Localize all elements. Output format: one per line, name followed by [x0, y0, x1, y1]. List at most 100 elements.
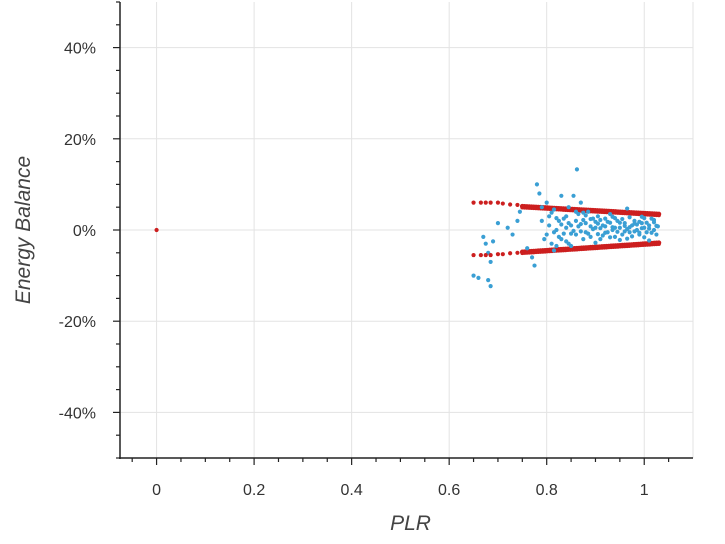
- measured-point: [617, 220, 622, 225]
- bound-point: [488, 200, 493, 205]
- measured-point: [547, 223, 552, 228]
- measured-point: [612, 225, 618, 230]
- measured-point: [637, 219, 642, 224]
- measured-point: [488, 259, 493, 265]
- measured-point: [644, 220, 649, 225]
- measured-point: [486, 278, 491, 283]
- measured-point: [583, 213, 588, 218]
- measured-point: [583, 230, 588, 235]
- measured-point: [654, 232, 659, 237]
- measured-point: [476, 275, 481, 280]
- bound-point: [471, 252, 476, 258]
- measured-point: [644, 230, 649, 235]
- x-tick-label: 0.8: [536, 482, 558, 499]
- measured-point: [542, 237, 547, 242]
- measured-point: [564, 214, 569, 219]
- measured-point: [607, 235, 613, 240]
- measured-point: [622, 223, 627, 228]
- measured-point: [581, 237, 586, 242]
- measured-point: [573, 232, 579, 237]
- measured-point: [561, 231, 566, 236]
- measured-point: [603, 230, 608, 235]
- bound-point: [483, 200, 488, 205]
- measured-point: [625, 206, 630, 211]
- grid: [120, 2, 694, 458]
- measured-point: [588, 216, 593, 222]
- measured-point: [495, 221, 501, 226]
- measured-point: [564, 225, 569, 230]
- measured-point: [525, 246, 530, 251]
- measured-point: [593, 219, 598, 224]
- measured-point: [537, 191, 542, 196]
- measured-point: [632, 229, 637, 234]
- measured-point: [551, 207, 557, 212]
- measured-point: [620, 216, 625, 222]
- measured-point: [539, 205, 544, 210]
- measured-point: [549, 210, 554, 215]
- measured-point: [578, 200, 583, 205]
- measured-point: [556, 218, 561, 223]
- measured-point: [651, 217, 657, 223]
- measured-point: [622, 229, 627, 234]
- measured-point: [481, 234, 486, 239]
- bound-point: [488, 252, 493, 258]
- measured-point: [571, 193, 576, 198]
- measured-point: [647, 226, 652, 231]
- measured-point: [639, 226, 644, 231]
- measured-point: [612, 234, 618, 239]
- bound-point: [508, 202, 513, 207]
- bound-upper-point: [656, 213, 661, 218]
- measured-point: [483, 241, 488, 246]
- measured-point: [571, 228, 576, 234]
- x-tick-label: 0.2: [243, 482, 265, 499]
- y-tick-label: -40%: [59, 405, 96, 422]
- measured-point: [600, 233, 605, 238]
- measured-point: [544, 232, 549, 237]
- measured-point: [551, 230, 557, 235]
- measured-point: [598, 226, 603, 231]
- measured-point: [547, 214, 552, 219]
- measured-point: [588, 224, 593, 229]
- measured-point: [627, 230, 632, 235]
- measured-point: [573, 209, 579, 214]
- x-tick-label: 0.6: [438, 482, 460, 499]
- measured-point: [510, 232, 515, 237]
- measured-point: [586, 209, 591, 214]
- measured-point: [551, 248, 557, 253]
- measured-point: [647, 238, 652, 243]
- bound-point: [478, 252, 483, 258]
- measured-point: [529, 255, 535, 260]
- measured-point: [566, 205, 571, 210]
- bound-point: [500, 201, 505, 206]
- y-tick-label: 0%: [73, 223, 96, 240]
- measured-point: [554, 243, 559, 249]
- measured-point: [598, 217, 603, 223]
- measured-point: [620, 232, 625, 237]
- measured-point: [615, 229, 620, 234]
- measured-point: [554, 216, 559, 221]
- measured-point: [573, 218, 579, 223]
- measured-point: [534, 182, 540, 187]
- measured-point: [588, 234, 593, 239]
- tick-labels: 40% 20% 0% -20% -40% 0 0.2 0.4 0.6 0.8 1: [59, 41, 649, 499]
- measured-point: [549, 241, 554, 246]
- measured-point: [632, 221, 637, 226]
- bound-lower-point: [656, 241, 661, 246]
- measured-point: [617, 237, 622, 243]
- measured-point: [505, 225, 510, 230]
- y-tick-label: 40%: [64, 41, 96, 58]
- measured-point: [654, 223, 659, 228]
- bound-point: [483, 252, 488, 258]
- measured-point: [583, 221, 588, 226]
- measured-point: [488, 283, 493, 289]
- axes: [113, 1, 693, 465]
- measured-point: [607, 220, 613, 225]
- measured-point: [629, 234, 635, 239]
- measured-point: [603, 216, 608, 221]
- measured-point: [566, 221, 571, 226]
- y-tick-label: 20%: [64, 132, 96, 149]
- measured-point: [578, 221, 583, 227]
- bound-point: [508, 251, 513, 256]
- y-axis-title: Energy Balance: [12, 156, 35, 304]
